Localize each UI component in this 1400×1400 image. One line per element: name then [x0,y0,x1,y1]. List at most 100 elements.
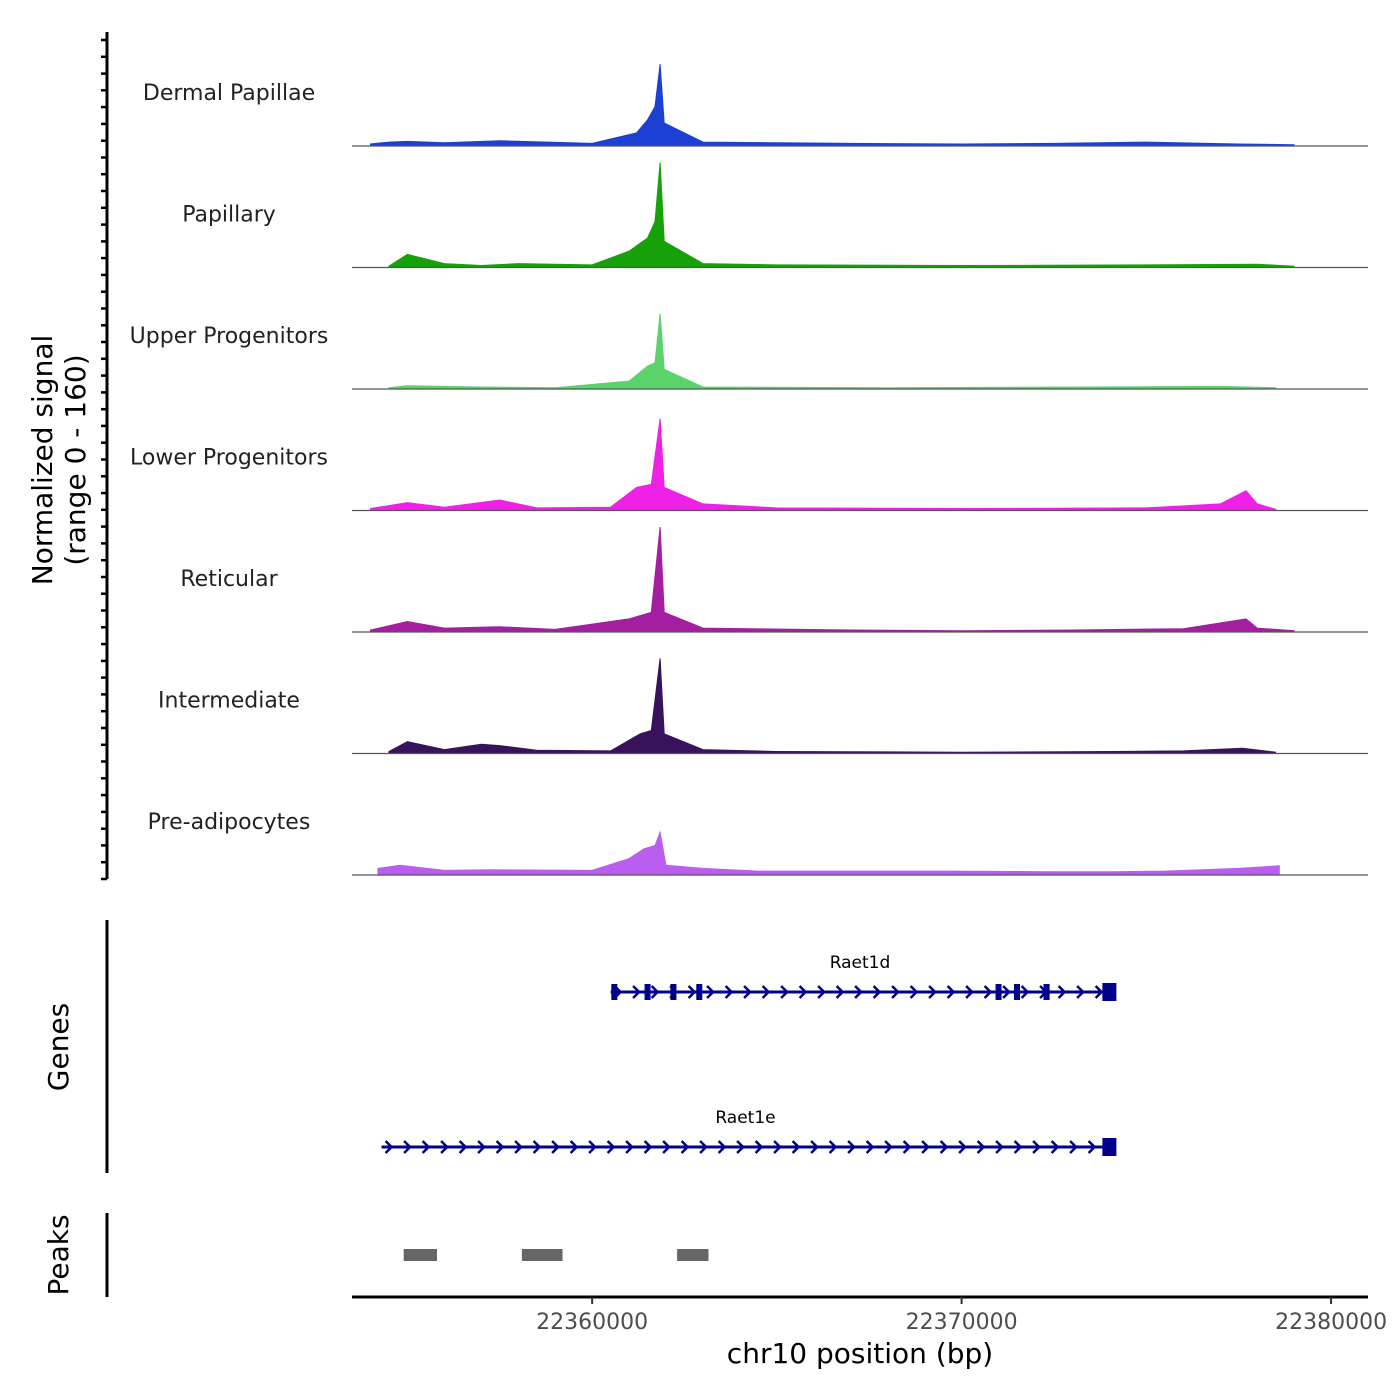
strand-arrow [680,1140,690,1154]
peak-region [521,1249,563,1261]
strand-arrow [958,1140,967,1154]
x-axis-ticks: 22360000 22370000 22380000 [536,1297,1387,1335]
strand-arrow [458,1140,468,1154]
gene-annotations: Raet1d Raet1e [381,953,1117,1156]
strand-arrow [477,1140,486,1154]
strand-arrow [995,1140,1004,1154]
strand-arrow [421,1140,431,1154]
track-label: Pre-adipocytes [148,810,311,835]
strand-arrow [736,1140,745,1154]
strand-arrow [810,1140,819,1154]
strand-arrow [632,985,641,999]
gene-name-label: Raet1e [715,1108,775,1128]
strand-arrow [706,985,715,999]
track-papillary: Papillary [182,162,1368,269]
gene-name-label: Raet1d [830,953,891,973]
strand-arrow [976,1140,986,1154]
track-intermediate: Intermediate [158,658,1368,755]
track-label: Lower Progenitors [130,446,328,471]
exon-block [611,984,618,1000]
track-label: Upper Progenitors [130,324,329,349]
strand-arrow [1069,1140,1078,1154]
strand-arrow [699,1140,708,1154]
exon-block-terminal [1102,983,1117,1001]
signal-y-axis-ticks [101,38,107,881]
strand-arrow [717,1140,727,1154]
signal-area [370,418,1277,511]
signal-area [388,658,1277,754]
x-axis-title: chr10 position (bp) [727,1337,993,1370]
exon-block [995,984,1002,1000]
track-label: Dermal Papillae [143,81,315,106]
strand-arrow [625,1140,634,1154]
exon-block [644,984,651,1000]
strand-arrow [1057,985,1067,999]
strand-arrow [884,1140,893,1154]
strand-arrow [1087,1140,1097,1154]
gene-raet1e: Raet1e [381,1108,1117,1156]
strand-arrow [983,985,993,999]
genes-panel-label: Genes [42,1003,75,1091]
strand-arrow [909,985,919,999]
exon-block [696,984,703,1000]
strand-arrow [939,1140,949,1154]
track-label: Intermediate [158,689,300,714]
strand-arrow [643,1140,653,1154]
strand-arrow [514,1140,523,1154]
strand-arrow [835,985,845,999]
strand-arrow [817,985,826,999]
strand-arrow [761,985,771,999]
peaks-panel-label: Peaks [42,1214,75,1295]
x-tick-label: 22380000 [1275,1310,1387,1335]
coverage-tracks: Dermal Papillae Papillary Upper Progenitor… [130,63,1368,876]
strand-arrow [724,985,734,999]
strand-arrow [921,1140,930,1154]
peak-region [677,1249,709,1261]
strand-arrow [902,1140,912,1154]
strand-arrow [606,1140,616,1154]
track-label: Papillary [182,203,276,228]
track-reticular: Reticular [180,526,1368,633]
strand-arrow [440,1140,449,1154]
y-axis-title-group: Normalized signal (range 0 - 160) [26,335,92,586]
signal-area [370,526,1295,633]
signal-area [388,162,1295,268]
strand-arrow [891,985,900,999]
x-tick-label: 22360000 [536,1310,648,1335]
strand-arrow [780,985,789,999]
strand-arrow [928,985,937,999]
track-pre-adipocytes: Pre-adipocytes [148,810,1368,876]
strand-arrow [1094,985,1104,999]
strand-arrow [569,1140,579,1154]
strand-arrow [754,1140,764,1154]
strand-arrow [403,1140,412,1154]
strand-arrow [1013,1140,1023,1154]
peak-regions [403,1249,709,1261]
track-upper-progenitors: Upper Progenitors [130,313,1368,390]
strand-arrow [872,985,882,999]
strand-arrow [1050,1140,1060,1154]
strand-arrow [773,1140,782,1154]
x-tick-label: 22370000 [906,1310,1018,1335]
strand-arrow [384,1140,394,1154]
y-axis-range: (range 0 - 160) [59,354,92,565]
strand-arrow [687,985,697,999]
strand-arrow [847,1140,856,1154]
strand-arrow [791,1140,801,1154]
y-axis-title: Normalized signal [26,335,59,586]
gene-raet1d: Raet1d [610,953,1117,1001]
strand-arrow [965,985,974,999]
strand-arrow [650,985,660,999]
track-lower-progenitors: Lower Progenitors [130,418,1368,512]
exon-block [1043,984,1050,1000]
strand-arrow [588,1140,597,1154]
strand-arrow [662,1140,671,1154]
track-label: Reticular [180,567,278,592]
signal-area [377,830,1280,876]
exon-block-terminal [1102,1138,1117,1156]
strand-arrow [1020,985,1030,999]
strand-arrow [1002,985,1011,999]
strand-arrow [532,1140,542,1154]
strand-arrow [946,985,956,999]
